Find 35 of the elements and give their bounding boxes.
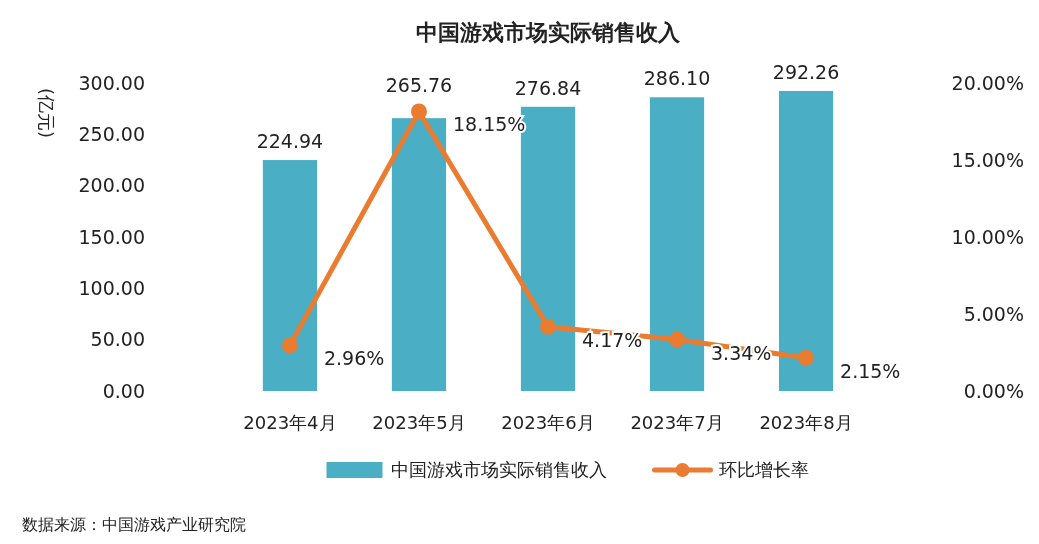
y-tick-label: 200.00 [78,174,145,197]
legend-label: 中国游戏市场实际销售收入 [390,459,607,481]
point [281,337,298,354]
data-label: 276.84 [514,76,582,99]
data-label: 2.15% [840,359,901,382]
legend-label: 环比增长率 [718,459,809,481]
x-tick-label: 2023年7月 [630,412,724,433]
point [798,349,815,366]
y2-tick-label: 0.00% [963,379,1024,402]
data-label: 286.10 [643,67,711,90]
y-tick-label: 250.00 [78,122,145,145]
y-tick-label: 0.00 [102,379,145,402]
x-tick-label: 2023年4月 [243,412,337,433]
y2-tick-label: 10.00% [951,225,1024,248]
point [669,331,686,348]
point [410,103,427,120]
data-label: 265.76 [385,74,453,97]
y2-tick-label: 20.00% [951,71,1024,94]
y-axis-title: (亿元) [36,87,57,139]
y-tick-label: 300.00 [78,71,145,94]
point [540,318,556,335]
data-label: 4.17% [582,328,643,351]
y-tick-label: 100.00 [78,276,145,299]
data-label: 2.96% [323,347,385,370]
data-label: 292.26 [772,60,840,83]
y2-tick-label: 5.00% [963,302,1024,325]
y2-tick-label: 15.00% [951,148,1024,171]
x-tick-label: 2023年6月 [501,412,595,433]
chart-title: 中国游戏市场实际销售收入 [416,20,681,45]
y-tick-label: 50.00 [90,328,145,351]
x-tick-label: 2023年5月 [372,412,466,433]
data-label: 224.94 [256,130,324,153]
y-tick-label: 150.00 [78,225,145,248]
source-note: 数据来源：中国游戏产业研究院 [22,515,246,534]
x-tick-label: 2023年8月 [759,412,853,433]
